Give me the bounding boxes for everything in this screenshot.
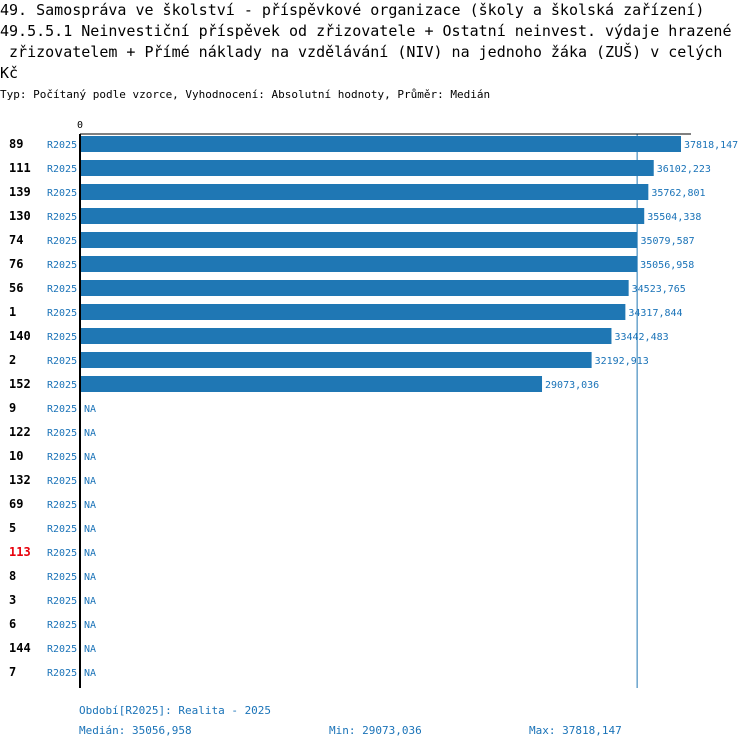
period-label: R2025 <box>47 140 77 151</box>
value-label: 33442,483 <box>614 332 668 343</box>
bar <box>80 280 629 296</box>
footer-median: Medián: 35056,958 <box>79 724 192 737</box>
period-label: R2025 <box>47 476 77 487</box>
category-label: 76 <box>9 257 23 271</box>
na-label: NA <box>84 524 96 535</box>
category-label: 89 <box>9 137 23 151</box>
category-label: 74 <box>9 233 23 247</box>
period-label: R2025 <box>47 644 77 655</box>
na-label: NA <box>84 572 96 583</box>
na-label: NA <box>84 476 96 487</box>
period-label: R2025 <box>47 524 77 535</box>
period-label: R2025 <box>47 428 77 439</box>
na-label: NA <box>84 500 96 511</box>
category-label: 152 <box>9 377 31 391</box>
category-label: 132 <box>9 473 31 487</box>
footer-max: Max: 37818,147 <box>529 724 622 737</box>
period-label: R2025 <box>47 500 77 511</box>
na-label: NA <box>84 548 96 559</box>
period-label: R2025 <box>47 548 77 559</box>
value-label: 34317,844 <box>628 308 682 319</box>
x-axis-zero-tick: 0 <box>77 120 83 131</box>
value-label: 34523,765 <box>632 284 686 295</box>
period-label: R2025 <box>47 260 77 271</box>
chart-title-line-3: zřizovatelem + Přímé náklady na vzdělává… <box>0 43 723 61</box>
na-label: NA <box>84 404 96 415</box>
footer-min: Min: 29073,036 <box>329 724 422 737</box>
category-label: 69 <box>9 497 23 511</box>
period-label: R2025 <box>47 572 77 583</box>
value-label: 32192,913 <box>595 356 649 367</box>
period-label: R2025 <box>47 380 77 391</box>
period-label: R2025 <box>47 236 77 247</box>
chart-title-line-1: 49. Samospráva ve školství - příspěvkové… <box>0 1 705 19</box>
bar <box>80 328 612 344</box>
category-label: 8 <box>9 569 16 583</box>
category-label: 56 <box>9 281 23 295</box>
category-label: 140 <box>9 329 31 343</box>
bar <box>80 304 626 320</box>
category-label: 122 <box>9 425 31 439</box>
period-label: R2025 <box>47 452 77 463</box>
period-label: R2025 <box>47 164 77 175</box>
period-label: R2025 <box>47 284 77 295</box>
category-label: 7 <box>9 665 16 679</box>
period-label: R2025 <box>47 620 77 631</box>
category-label: 3 <box>9 593 16 607</box>
bar <box>80 160 654 176</box>
bar <box>80 184 649 200</box>
value-label: 37818,147 <box>684 140 738 151</box>
category-label: 111 <box>9 161 31 175</box>
value-label: 35504,338 <box>647 212 701 223</box>
category-label: 5 <box>9 521 16 535</box>
bar <box>80 232 638 248</box>
na-label: NA <box>84 596 96 607</box>
bar <box>80 256 638 272</box>
value-label: 35056,958 <box>640 260 694 271</box>
na-label: NA <box>84 668 96 679</box>
period-label: R2025 <box>47 332 77 343</box>
bar <box>80 208 645 224</box>
chart-title-line-4: Kč <box>0 64 19 82</box>
category-label: 1 <box>9 305 16 319</box>
period-label: R2025 <box>47 668 77 679</box>
category-label: 9 <box>9 401 16 415</box>
chart-subtitle: Typ: Počítaný podle vzorce, Vyhodnocení:… <box>0 88 491 101</box>
bar <box>80 136 681 152</box>
value-label: 29073,036 <box>545 380 599 391</box>
na-label: NA <box>84 452 96 463</box>
period-label: R2025 <box>47 188 77 199</box>
period-label: R2025 <box>47 212 77 223</box>
chart-title-line-2: 49.5.5.1 Neinvestiční příspěvek od zřizo… <box>0 22 732 40</box>
bar <box>80 376 543 392</box>
category-label: 139 <box>9 185 31 199</box>
value-label: 35079,587 <box>640 236 694 247</box>
period-label: R2025 <box>47 596 77 607</box>
category-label: 113 <box>9 545 31 559</box>
na-label: NA <box>84 428 96 439</box>
footer-period-note: Období[R2025]: Realita - 2025 <box>79 704 272 717</box>
period-label: R2025 <box>47 404 77 415</box>
na-label: NA <box>84 620 96 631</box>
value-label: 36102,223 <box>657 164 711 175</box>
period-label: R2025 <box>47 308 77 319</box>
bar <box>80 352 592 368</box>
category-label: 144 <box>9 641 31 655</box>
category-label: 130 <box>9 209 31 223</box>
category-label: 6 <box>9 617 16 631</box>
period-label: R2025 <box>47 356 77 367</box>
category-label: 10 <box>9 449 23 463</box>
value-label: 35762,801 <box>651 188 705 199</box>
category-label: 2 <box>9 353 16 367</box>
na-label: NA <box>84 644 96 655</box>
